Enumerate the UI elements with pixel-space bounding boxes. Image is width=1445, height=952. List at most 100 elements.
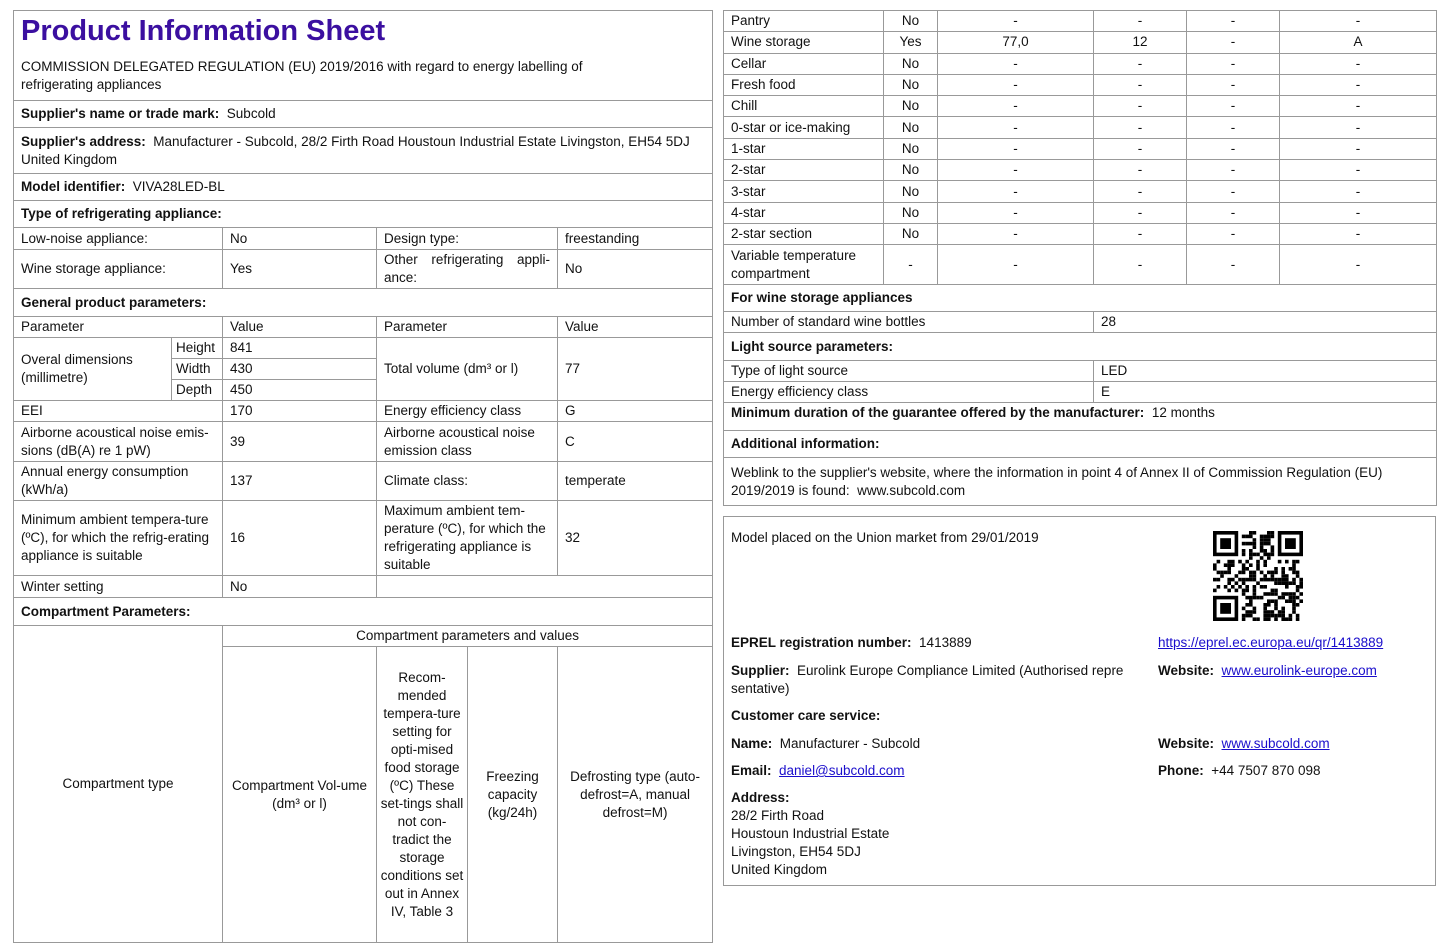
compartment-value: - xyxy=(1186,116,1280,139)
address-label: Address: xyxy=(731,790,790,805)
name-value: Manufacturer - Subcold xyxy=(779,736,921,751)
compartment-value: - xyxy=(937,159,1094,182)
design-type-label: Design type: xyxy=(376,227,558,250)
width-value: 430 xyxy=(222,358,377,380)
model-identifier: VIVA28LED-BL xyxy=(132,179,225,194)
compartment-heading: Compartment Parameters: xyxy=(21,603,191,619)
compartment-name: Fresh food xyxy=(723,73,884,97)
value-header-2: Value xyxy=(556,316,714,338)
param-header: Parameter xyxy=(13,316,223,338)
total-volume-label: Total volume (dm³ or l) xyxy=(376,337,558,401)
total-volume-value: 77 xyxy=(556,337,714,401)
care-website-link[interactable]: www.subcold.com xyxy=(1221,736,1330,751)
eei-label: EEI xyxy=(13,400,223,422)
compartment-value: - xyxy=(937,73,1094,97)
compartment-value: 77,0 xyxy=(937,31,1094,54)
comp-group-header: Compartment parameters and values xyxy=(221,625,714,647)
comp-freezing-header: Freezing capacity (kg/24h) xyxy=(467,646,558,943)
noise-label: Airborne acoustical noise emis-sions (dB… xyxy=(13,421,223,462)
email-link[interactable]: daniel@subcold.com xyxy=(779,763,905,778)
comp-type-header: Compartment type xyxy=(13,625,223,943)
compartment-name: 4-star xyxy=(723,201,884,224)
light-class-label: Energy efficiency class xyxy=(723,381,1094,404)
phone-value: +44 7507 870 098 xyxy=(1211,763,1321,778)
height-value: 841 xyxy=(222,337,377,359)
care-heading: Customer care service: xyxy=(731,708,881,723)
additional-heading: Additional information: xyxy=(731,436,880,452)
compartment-value: - xyxy=(1186,222,1280,246)
compartment-value: - xyxy=(1279,222,1437,246)
compartment-row: Variable temperature compartment - - - - - xyxy=(723,244,1437,286)
energy-class-value: G xyxy=(556,400,714,422)
depth-value: 450 xyxy=(222,379,377,401)
supplier-value: Eurolink Europe Compliance Limited (Auth… xyxy=(731,663,1124,696)
email-label: Email: xyxy=(731,763,772,778)
compartment-value: - xyxy=(1093,137,1187,161)
compartment-value: - xyxy=(1186,137,1280,161)
compartment-value: - xyxy=(1279,137,1437,161)
compartment-value: - xyxy=(1186,180,1280,203)
compartment-value: No xyxy=(883,52,938,75)
winter-value: No xyxy=(222,575,377,598)
param-header-2: Parameter xyxy=(376,316,558,338)
guarantee-value: 12 months xyxy=(1151,405,1215,421)
compartment-table: Pantry No - - - - Wine storage Yes 77,0 12- A Cella… xyxy=(723,9,1437,507)
eprel-number: 1413889 xyxy=(919,635,972,650)
compartment-value: No xyxy=(883,9,938,33)
low-noise-label: Low-noise appliance: xyxy=(13,227,223,250)
compartment-value: No xyxy=(883,201,938,224)
compartment-row: 4-star No - - - - xyxy=(723,201,1437,224)
compartment-value: - xyxy=(1186,201,1280,224)
compartment-value: - xyxy=(937,137,1094,161)
type-heading: Type of refrigerating appliance: xyxy=(21,206,222,221)
compartment-value: - xyxy=(937,201,1094,224)
weblink-value[interactable]: www.subcold.com xyxy=(857,482,966,498)
compartment-value: - xyxy=(1279,52,1437,75)
supplier-address: Manufacturer - Subcold, 28/2 Firth Road … xyxy=(21,133,690,167)
compartment-value: No xyxy=(883,180,938,203)
climate-value: temperate xyxy=(556,461,714,501)
compartment-name: 3-star xyxy=(723,180,884,203)
min-ambient-value: 16 xyxy=(222,500,377,576)
light-class-value: E xyxy=(1093,381,1437,404)
compartment-value: - xyxy=(1279,95,1437,118)
compartment-value: No xyxy=(883,137,938,161)
compartment-name: Pantry xyxy=(723,9,884,33)
energy-class-label: Energy efficiency class xyxy=(376,400,558,422)
supplier-website-link[interactable]: www.eurolink-europe.com xyxy=(1221,663,1377,678)
height-label: Height xyxy=(171,337,223,359)
address-line: Livingston, EH54 5DJ xyxy=(731,844,861,859)
noise-value: 39 xyxy=(222,421,377,462)
compartment-name: 2-star section xyxy=(723,222,884,246)
dimensions-label: Overal dimensions (millimetre) xyxy=(13,337,172,401)
compartment-value: - xyxy=(937,222,1094,246)
eprel-link[interactable]: https://eprel.ec.europa.eu/qr/1413889 xyxy=(1158,635,1384,650)
noise-class-label: Airborne acoustical noise emission class xyxy=(376,421,558,462)
other-value: No xyxy=(556,249,714,289)
compartment-value: - xyxy=(1093,9,1187,33)
qr-code-icon[interactable] xyxy=(1213,531,1303,621)
compartment-value: - xyxy=(937,116,1094,139)
compartment-row: 2-star section No - - - - xyxy=(723,222,1437,246)
compartment-value: - xyxy=(937,180,1094,203)
compartment-value: - xyxy=(1093,180,1187,203)
compartment-value: - xyxy=(1279,159,1437,182)
eprel-label: EPREL registration number: xyxy=(731,635,912,650)
compartment-value: - xyxy=(1186,95,1280,118)
depth-label: Depth xyxy=(171,379,223,401)
compartment-name: 0-star or ice-making xyxy=(723,116,884,139)
compartment-value: - xyxy=(1279,244,1437,286)
compartment-value: - xyxy=(937,9,1094,33)
compartment-value: - xyxy=(1093,95,1187,118)
annual-energy-value: 137 xyxy=(222,461,377,501)
compartment-value: - xyxy=(1093,52,1187,75)
comp-defrost-header: Defrosting type (auto-defrost=A, manual … xyxy=(556,646,714,943)
compartment-value: A xyxy=(1279,31,1437,54)
guarantee-label: Minimum duration of the guarantee offere… xyxy=(731,405,1145,421)
compartment-value: - xyxy=(1279,73,1437,97)
supplier-label: Supplier: xyxy=(731,663,790,678)
address-line: 28/2 Firth Road xyxy=(731,808,825,823)
compartment-row: Pantry No - - - - xyxy=(723,9,1437,33)
compartment-value: No xyxy=(883,73,938,97)
product-info-table: Product Information Sheet COMMISSION DEL… xyxy=(12,10,714,943)
